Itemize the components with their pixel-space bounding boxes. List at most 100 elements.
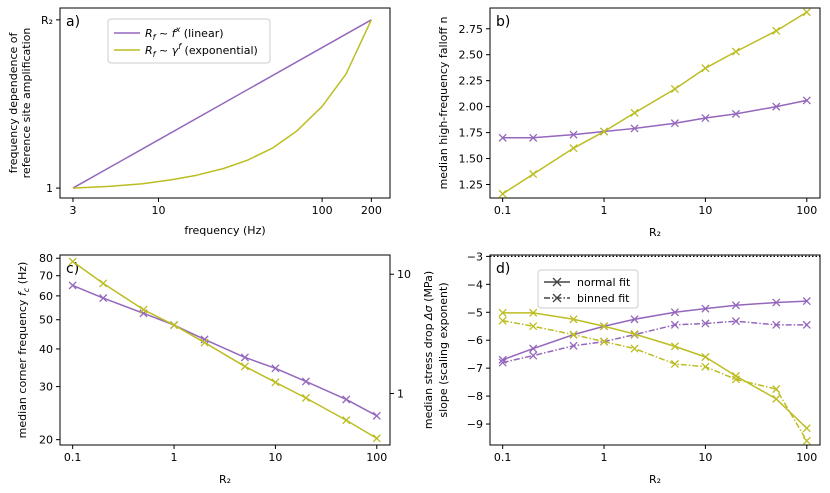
panel-d-series-2-point-9	[802, 424, 811, 433]
panel-c-ytick-label-5: 70	[39, 270, 53, 283]
panel-a-xtick-label-3: 200	[361, 204, 382, 217]
panel-b-series-1-point-3	[599, 127, 609, 136]
panel-b-ylabel: median high-frequency falloff n	[437, 17, 450, 190]
panel-c-xtick-label-1: 1	[171, 451, 178, 464]
panel-b-series-1-point-4	[630, 108, 639, 117]
panel-c-series-0-line	[72, 284, 378, 417]
panel-a-xlabel: frequency (Hz)	[184, 224, 265, 237]
panel-c-series-1-point-5	[240, 362, 249, 371]
panel-c-series-0-point-6	[271, 364, 280, 373]
panel-d-ytick-label-6: −9	[467, 418, 483, 431]
panel-d-ytick-label-2: −5	[467, 306, 483, 319]
panel-b-axes-frame	[489, 7, 821, 199]
panel-d-xtick-label-1: 1	[601, 451, 608, 464]
panel-b-series-1-point-2	[569, 144, 578, 153]
panel-d-series-3-line	[502, 319, 808, 442]
panel-b-ytick-label-4: 2.25	[459, 75, 484, 88]
panel-c-xtick-label-2: 10	[268, 451, 282, 464]
panel-c-ytick-right-label-0: 1	[397, 388, 404, 401]
panel-b-label: b)	[496, 14, 510, 30]
panel-c-series-0-point-8	[342, 395, 351, 404]
panel-c-series-1-point-7	[301, 393, 310, 403]
panel-d-ytick-label-1: −4	[467, 278, 483, 291]
panel-b-ytick-label-5: 2.50	[459, 49, 484, 62]
panel-d-legend-marker-normal	[552, 277, 562, 287]
panel-c-ytick-label-2: 40	[39, 343, 53, 356]
panel-b-ytick-label-3: 2.00	[459, 101, 484, 114]
panel-d-series-0-point-5	[670, 308, 679, 317]
panel-b-series-0-point-4	[630, 124, 639, 133]
panel-a-label: a)	[66, 14, 80, 30]
panel-c-ticks: 0.1 1 10 100 20 30 40 50 60 70 80 1 10	[39, 252, 411, 464]
panel-b-series-0-line	[502, 99, 807, 139]
panel-d-series-3-point-8	[772, 385, 781, 394]
panel-b-series-1-point-8	[772, 26, 781, 35]
panel-d-series-1-point-1	[529, 351, 538, 360]
panel-b-ytick-label-1: 1.50	[459, 153, 484, 166]
panel-d-ylabel: slope (scaling exponent)	[437, 282, 450, 417]
panel-c-ytick-label-1: 30	[39, 381, 53, 394]
panel-d-axes-frame	[489, 254, 821, 446]
panel-a-xtick-label-0: 3	[69, 204, 76, 217]
panel-d-series-0-point-8	[772, 298, 781, 307]
panel-b-series-0-point-7	[731, 109, 740, 118]
panel-c-series	[68, 257, 381, 443]
panel-c-series-1-point-6	[271, 378, 280, 387]
panel-c-ytick-label-4: 60	[39, 290, 53, 303]
panel-b-ytick-label-2: 1.75	[459, 127, 484, 140]
panel-b-series-1-point-1	[529, 170, 538, 179]
panel-d-xtick-label-3: 100	[796, 451, 817, 464]
panel-a-ylabel-line2: reference site amplification	[20, 28, 33, 179]
panel-b-xtick-label-1: 1	[601, 204, 608, 217]
panel-c-ytick-label-0: 20	[39, 434, 53, 447]
panel-c-series-1-point-2	[139, 305, 148, 314]
panel-a-legend: Rf ~ fx (linear) Rf ~ γf (exponential)	[107, 18, 271, 64]
panel-d-legend-label-normal: normal fit	[577, 276, 631, 289]
panel-d-series-0-point-4	[630, 315, 639, 324]
panel-b-series-0-point-9	[802, 96, 811, 105]
panel-a-xtick-label-2: 100	[312, 204, 333, 217]
panel-d-legend-box	[537, 269, 639, 309]
panel-d-label: d)	[496, 261, 510, 277]
panel-c-series-1-point-3	[169, 321, 179, 330]
panel-c-ylabel: median corner frequency fc (Hz)	[16, 262, 31, 439]
panel-d-series-2-point-1	[529, 308, 538, 317]
panel-b: b) 0.1 1 10 100 1.25 1.50 1.75 2.00 2.25 2.50 2.75…	[437, 7, 821, 239]
panel-c-ytick-label-3: 50	[39, 314, 53, 327]
panel-d-series-1-point-0	[498, 358, 507, 367]
panel-d-series-0-point-9	[802, 297, 811, 306]
panel-c-series-0-point-5	[240, 353, 249, 362]
panel-d-series-0-point-1	[529, 344, 538, 353]
panel-d-series-1-line	[502, 320, 807, 364]
panel-d-series-1-point-2	[569, 341, 578, 350]
panel-d-ytick-label-0: −3	[467, 250, 483, 263]
panel-c-ytick-label-6: 80	[39, 252, 53, 265]
panel-b-series-0-point-0	[498, 133, 507, 142]
panel-d-legend-label-binned: binned fit	[577, 292, 630, 305]
panel-c-series-0-point-0	[68, 281, 77, 290]
panel-b-xtick-label-3: 100	[796, 204, 817, 217]
panel-c-series-0-point-9	[372, 411, 381, 420]
panel-d-series-2-point-3	[599, 322, 609, 331]
panel-c-xtick-label-0: 0.1	[64, 451, 82, 464]
panel-c-series-1-line	[72, 260, 378, 440]
panel-d-series-1-point-8	[772, 320, 781, 329]
panel-b-ytick-label-6: 2.75	[459, 23, 484, 36]
panel-a-series-0-line	[72, 19, 372, 189]
panel-d-series-0-point-7	[731, 301, 740, 310]
panel-d-ytick-label-5: −8	[467, 390, 483, 403]
panel-d-series-3-point-3	[599, 337, 609, 346]
panel-c-ytick-right-label-1: 10	[397, 268, 411, 281]
panel-a-axes-frame	[59, 7, 391, 199]
panel-c-series-1-point-1	[99, 279, 108, 288]
panel-d-ytick-label-4: −7	[467, 362, 483, 375]
panel-c-ylabel-right: median stress drop Δσ (MPa)	[422, 271, 435, 429]
panel-b-series-1-point-0	[498, 189, 507, 198]
panel-d-legend-marker-binned	[552, 293, 562, 303]
panel-c-series-0-point-1	[99, 294, 108, 303]
panel-d-ticks: 0.1 1 10 100 −3 −4 −5 −6 −7 −8 −9	[467, 250, 818, 464]
panel-d-xtick-label-0: 0.1	[494, 451, 512, 464]
panel-d-series-3-point-6	[701, 362, 710, 371]
panel-d-ytick-label-3: −6	[467, 334, 483, 347]
